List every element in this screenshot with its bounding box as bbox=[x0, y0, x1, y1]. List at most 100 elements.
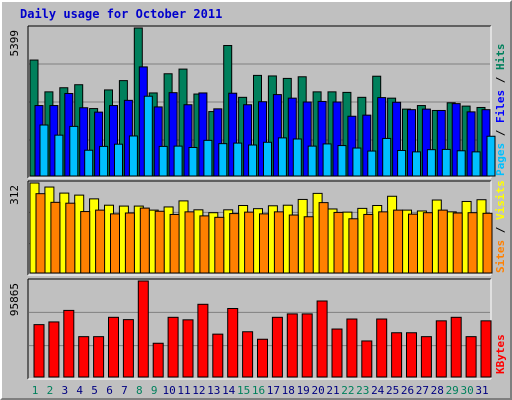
x-tick-label-27: 27 bbox=[416, 384, 429, 397]
bar-pages-day-26 bbox=[412, 151, 421, 177]
legend-hits-files-pages: Pages / Files / Hits bbox=[494, 44, 507, 177]
bar-kbytes-day-4 bbox=[78, 336, 90, 378]
bar-sites-day-30 bbox=[467, 212, 478, 274]
bar-sites-day-29 bbox=[452, 212, 463, 274]
bar-files-day-6 bbox=[109, 105, 118, 177]
bar-pages-day-28 bbox=[441, 148, 451, 177]
bar-files-day-12 bbox=[198, 92, 208, 177]
bar-files-day-18 bbox=[287, 97, 297, 177]
bar-files-day-19 bbox=[302, 101, 312, 177]
x-tick-label-21: 21 bbox=[326, 384, 339, 397]
bar-kbytes-day-2 bbox=[48, 321, 60, 378]
bar-kbytes-day-8 bbox=[137, 280, 149, 378]
bar-kbytes-day-29 bbox=[450, 316, 462, 378]
legend-sites: Sites bbox=[494, 240, 507, 273]
bar-pages-day-22 bbox=[352, 147, 362, 177]
legend-visits: Visits bbox=[494, 180, 507, 220]
bar-sites-day-26 bbox=[408, 213, 418, 274]
bar-sites-day-10 bbox=[169, 213, 180, 274]
legend-files: Files bbox=[494, 90, 507, 123]
bar-pages-day-11 bbox=[188, 146, 198, 177]
bar-pages-day-17 bbox=[277, 137, 287, 177]
bar-files-day-4 bbox=[79, 107, 89, 177]
bar-kbytes-day-6 bbox=[108, 316, 119, 378]
bar-kbytes-day-30 bbox=[465, 336, 477, 378]
bar-pages-day-31 bbox=[486, 135, 496, 177]
bar-pages-day-9 bbox=[158, 145, 168, 177]
bar-pages-day-12 bbox=[203, 139, 213, 177]
x-tick-label-18: 18 bbox=[282, 384, 295, 397]
bar-kbytes-day-12 bbox=[197, 303, 209, 378]
bar-files-day-28 bbox=[436, 109, 446, 177]
x-tick-label-30: 30 bbox=[460, 384, 473, 397]
x-tick-label-9: 9 bbox=[151, 384, 158, 397]
x-tick-label-20: 20 bbox=[311, 384, 324, 397]
x-tick-label-13: 13 bbox=[207, 384, 220, 397]
bar-kbytes-day-18 bbox=[286, 313, 298, 378]
x-tick-label-1: 1 bbox=[32, 384, 39, 397]
x-tick-label-14: 14 bbox=[222, 384, 236, 397]
bar-sites-day-8 bbox=[139, 207, 150, 274]
y-max-label: 95865 bbox=[8, 283, 21, 316]
bar-files-day-10 bbox=[168, 92, 178, 177]
bar-pages-day-6 bbox=[114, 143, 123, 177]
bar-files-day-13 bbox=[213, 108, 223, 177]
x-tick-label-17: 17 bbox=[267, 384, 280, 397]
bar-sites-day-18 bbox=[288, 214, 299, 274]
chart-title: Daily usage for October 2011 bbox=[20, 7, 223, 21]
x-tick-label-3: 3 bbox=[61, 384, 68, 397]
x-tick-label-10: 10 bbox=[162, 384, 175, 397]
bar-sites-day-17 bbox=[273, 211, 284, 274]
bar-sites-day-1 bbox=[35, 193, 46, 274]
bar-pages-day-14 bbox=[233, 142, 243, 177]
bar-sites-day-14 bbox=[229, 213, 240, 274]
bar-kbytes-day-3 bbox=[63, 309, 75, 378]
bar-pages-day-27 bbox=[426, 149, 436, 177]
x-tick-label-16: 16 bbox=[252, 384, 265, 397]
legend-hits: Hits bbox=[494, 44, 507, 71]
bar-sites-day-5 bbox=[95, 209, 106, 274]
bar-files-day-29 bbox=[451, 103, 461, 177]
bar-kbytes-day-24 bbox=[376, 318, 388, 378]
bar-kbytes-day-16 bbox=[257, 338, 268, 378]
bar-kbytes-day-15 bbox=[242, 331, 254, 378]
bar-kbytes-day-22 bbox=[346, 318, 358, 378]
bar-pages-day-1 bbox=[39, 124, 49, 177]
bar-pages-day-10 bbox=[173, 145, 183, 177]
bar-pages-day-2 bbox=[54, 134, 64, 177]
bar-sites-day-31 bbox=[482, 212, 493, 274]
bar-sites-day-27 bbox=[422, 212, 433, 274]
legend-separator: / bbox=[494, 220, 507, 240]
bar-sites-day-3 bbox=[65, 202, 76, 274]
bar-files-day-5 bbox=[94, 111, 104, 177]
bar-sites-day-15 bbox=[244, 211, 255, 274]
bar-sites-day-24 bbox=[378, 211, 389, 274]
bar-kbytes-day-1 bbox=[33, 324, 45, 378]
bar-kbytes-day-13 bbox=[212, 333, 224, 378]
bar-files-day-30 bbox=[466, 111, 476, 177]
bar-kbytes-day-14 bbox=[227, 308, 239, 378]
legend-separator: / bbox=[494, 70, 507, 90]
bar-pages-day-16 bbox=[263, 141, 272, 177]
bar-files-day-25 bbox=[392, 101, 402, 177]
bar-pages-day-15 bbox=[248, 144, 258, 177]
bar-sites-day-21 bbox=[333, 211, 344, 274]
legend-pages: Pages bbox=[494, 143, 507, 176]
bar-kbytes-day-7 bbox=[122, 319, 134, 378]
x-tick-label-12: 12 bbox=[192, 384, 205, 397]
legend-visits-sites: Sites / Visits bbox=[494, 180, 507, 273]
bar-sites-day-19 bbox=[303, 216, 314, 274]
y-max-label: 312 bbox=[8, 185, 21, 205]
bar-sites-day-9 bbox=[154, 210, 165, 274]
legend-kbytes: KBytes bbox=[494, 334, 507, 374]
bar-files-day-14 bbox=[228, 92, 238, 177]
x-tick-label-5: 5 bbox=[91, 384, 98, 397]
bar-sites-day-11 bbox=[184, 211, 195, 274]
bar-sites-day-20 bbox=[318, 202, 329, 274]
x-tick-label-15: 15 bbox=[237, 384, 250, 397]
x-tick-label-26: 26 bbox=[401, 384, 414, 397]
bar-sites-day-28 bbox=[437, 209, 448, 274]
bar-pages-day-30 bbox=[471, 151, 481, 177]
bar-kbytes-day-5 bbox=[93, 336, 105, 378]
